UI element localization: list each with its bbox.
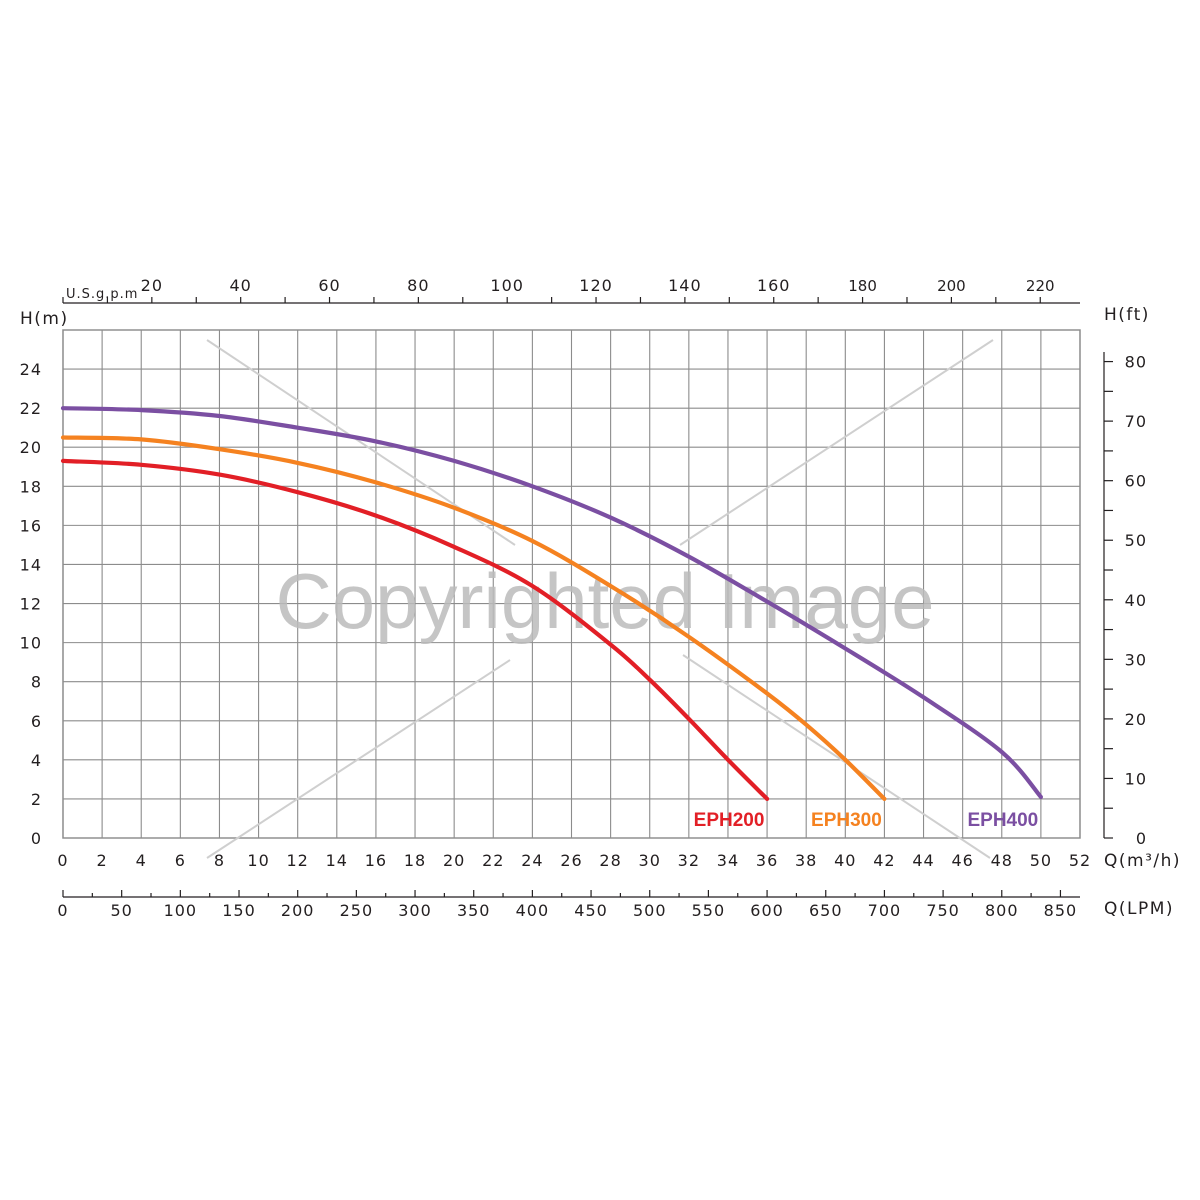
ft-tick-label: 40 xyxy=(1125,591,1147,610)
x-tick-label: 6 xyxy=(175,851,186,870)
x-axis-title: Q(m³/h) xyxy=(1104,851,1181,871)
lpm-tick-label: 150 xyxy=(222,901,256,920)
y-tick-label: 0 xyxy=(31,829,42,848)
y-tick-label: 10 xyxy=(20,634,42,653)
lpm-tick-label: 450 xyxy=(574,901,608,920)
ft-tick-label: 80 xyxy=(1125,353,1147,372)
series-labels: EPH200 EPH300 EPH400 xyxy=(694,810,1039,831)
y-tick-label: 20 xyxy=(20,438,42,457)
lpm-tick-label: 250 xyxy=(340,901,374,920)
x-tick-label: 24 xyxy=(521,851,543,870)
y-tick-label: 2 xyxy=(31,790,42,809)
x-tick-label: 52 xyxy=(1069,851,1091,870)
lpm-tick-label: 650 xyxy=(809,901,843,920)
lpm-axis-title: Q(LPM) xyxy=(1104,899,1174,919)
watermark-stroke xyxy=(679,339,994,546)
watermark: Copyrighted Image xyxy=(206,339,994,859)
x-tick-label: 50 xyxy=(1030,851,1052,870)
ft-axis-title: H(ft) xyxy=(1104,305,1150,325)
series-label-eph200: EPH200 xyxy=(694,810,765,831)
y-tick-label: 14 xyxy=(20,555,42,574)
gpm-tick-label: 160 xyxy=(757,276,791,295)
gpm-tick-label: 180 xyxy=(848,277,877,295)
x-tick-label: 36 xyxy=(756,851,778,870)
gpm-tick-label: 40 xyxy=(230,276,252,295)
y-tick-label: 4 xyxy=(31,751,42,770)
lpm-tick-label: 850 xyxy=(1044,901,1078,920)
ft-tick-label: 50 xyxy=(1125,531,1147,550)
y-tick-label: 24 xyxy=(20,360,42,379)
ft-tick-label: 70 xyxy=(1125,412,1147,431)
x-tick-label: 4 xyxy=(136,851,147,870)
x-tick-label: 38 xyxy=(795,851,817,870)
x-tick-label: 12 xyxy=(287,851,309,870)
x-tick-label: 30 xyxy=(639,851,661,870)
y-axis-title: H(m) xyxy=(20,309,69,329)
watermark-text: Copyrighted Image xyxy=(275,557,934,645)
ft-tick-label: 0 xyxy=(1136,829,1147,848)
x-tick-label: 46 xyxy=(951,851,973,870)
series-label-eph300: EPH300 xyxy=(811,810,882,831)
gpm-tick-label: 60 xyxy=(318,276,340,295)
lpm-tick-label: 750 xyxy=(926,901,960,920)
series-lines xyxy=(60,406,1043,801)
x-tick-label: 42 xyxy=(873,851,895,870)
x-tick-label: 16 xyxy=(365,851,387,870)
gpm-tick-label: 100 xyxy=(490,276,524,295)
lpm-tick-label: 350 xyxy=(457,901,491,920)
lpm-tick-label: 550 xyxy=(692,901,726,920)
x-tick-label: 32 xyxy=(678,851,700,870)
gpm-tick-label: 140 xyxy=(668,276,702,295)
lpm-tick-label: 500 xyxy=(633,901,667,920)
x-tick-label: 34 xyxy=(717,851,739,870)
gpm-tick-label: 80 xyxy=(407,276,429,295)
y-tick-label: 16 xyxy=(20,516,42,535)
y-tick-label: 8 xyxy=(31,673,42,692)
series-line-eph300 xyxy=(60,435,887,801)
x-tick-label: 44 xyxy=(912,851,934,870)
x-tick-label: 10 xyxy=(247,851,269,870)
x-tick-label: 26 xyxy=(560,851,582,870)
y-tick-label: 12 xyxy=(20,595,42,614)
x-tick-label: 28 xyxy=(599,851,621,870)
lpm-tick-label: 700 xyxy=(868,901,902,920)
gpm-axis-title: U.S.g.p.m xyxy=(66,287,138,302)
x-tick-label: 20 xyxy=(443,851,465,870)
lpm-tick-label: 300 xyxy=(398,901,432,920)
lpm-tick-label: 800 xyxy=(985,901,1019,920)
lpm-tick-label: 200 xyxy=(281,901,315,920)
x-tick-label: 0 xyxy=(57,851,68,870)
x-tick-label: 2 xyxy=(97,851,108,870)
gpm-tick-label: 200 xyxy=(937,277,966,295)
lpm-tick-label: 0 xyxy=(57,901,68,920)
x-tick-label: 22 xyxy=(482,851,504,870)
x-tick-label: 40 xyxy=(834,851,856,870)
lpm-tick-label: 100 xyxy=(164,901,198,920)
x-tick-label: 18 xyxy=(404,851,426,870)
gpm-tick-label: 220 xyxy=(1026,277,1055,295)
watermark-stroke xyxy=(682,654,991,859)
lpm-tick-label: 400 xyxy=(516,901,550,920)
y-tick-label: 6 xyxy=(31,712,42,731)
series-label-eph400: EPH400 xyxy=(967,810,1038,831)
gpm-tick-label: 20 xyxy=(141,276,163,295)
gpm-tick-label: 120 xyxy=(579,276,613,295)
x-tick-label: 8 xyxy=(214,851,225,870)
ft-tick-label: 10 xyxy=(1125,769,1147,788)
watermark-stroke xyxy=(206,659,511,859)
lpm-tick-label: 50 xyxy=(110,901,132,920)
ft-tick-label: 20 xyxy=(1125,710,1147,729)
ft-tick-label: 30 xyxy=(1125,650,1147,669)
x-tick-label: 14 xyxy=(326,851,348,870)
series-line-eph200 xyxy=(60,458,770,801)
ft-tick-label: 60 xyxy=(1125,472,1147,491)
series-line-eph400 xyxy=(60,406,1043,800)
y-tick-label: 22 xyxy=(20,399,42,418)
x-tick-label: 48 xyxy=(991,851,1013,870)
y-tick-label: 18 xyxy=(20,477,42,496)
lpm-tick-label: 600 xyxy=(750,901,784,920)
